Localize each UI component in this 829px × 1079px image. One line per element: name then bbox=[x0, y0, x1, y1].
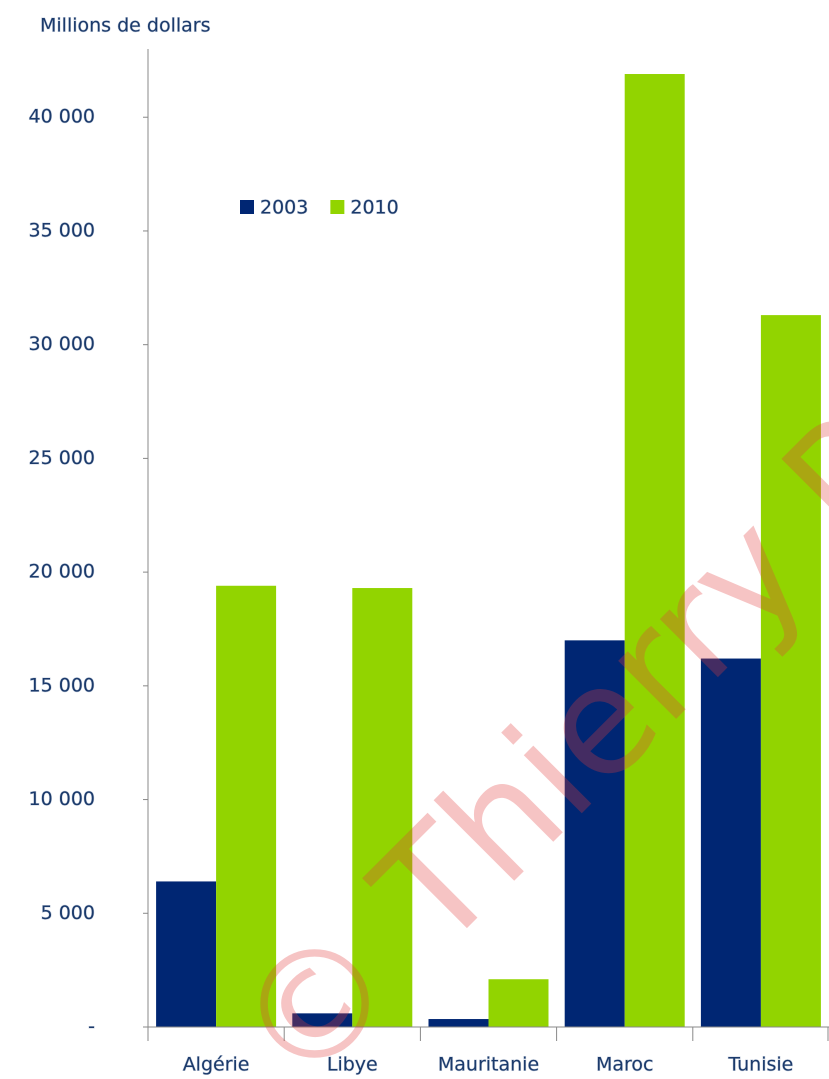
y-tick-label: 10 000 bbox=[29, 788, 95, 810]
y-tick-label: - bbox=[88, 1016, 95, 1038]
bar bbox=[700, 658, 761, 1027]
legend-swatch bbox=[240, 200, 254, 214]
bar bbox=[428, 1019, 489, 1027]
x-tick-label: Mauritanie bbox=[438, 1054, 539, 1076]
y-tick-label: 15 000 bbox=[29, 674, 95, 696]
bar bbox=[352, 588, 413, 1027]
y-tick-label: 20 000 bbox=[29, 561, 95, 583]
x-tick-label: Tunisie bbox=[727, 1054, 793, 1076]
y-tick-label: 25 000 bbox=[29, 447, 95, 469]
legend-label: 2010 bbox=[350, 197, 398, 219]
bar bbox=[760, 315, 821, 1028]
legend-label: 2003 bbox=[260, 197, 308, 219]
bar bbox=[564, 640, 625, 1027]
bar bbox=[624, 74, 685, 1027]
x-tick-label: Algérie bbox=[183, 1054, 250, 1076]
legend-swatch bbox=[330, 200, 345, 214]
bar bbox=[488, 979, 549, 1027]
x-tick-label: Maroc bbox=[596, 1054, 654, 1076]
x-tick-label: Libye bbox=[327, 1054, 378, 1076]
bar bbox=[292, 1013, 353, 1027]
y-tick-label: 30 000 bbox=[29, 333, 95, 355]
y-tick-label: 5 000 bbox=[41, 902, 95, 924]
bar bbox=[216, 585, 277, 1027]
bar bbox=[156, 881, 217, 1027]
y-tick-label: 35 000 bbox=[29, 219, 95, 241]
y-axis-label: Millions de dollars bbox=[40, 15, 211, 37]
y-tick-label: 40 000 bbox=[29, 106, 95, 128]
